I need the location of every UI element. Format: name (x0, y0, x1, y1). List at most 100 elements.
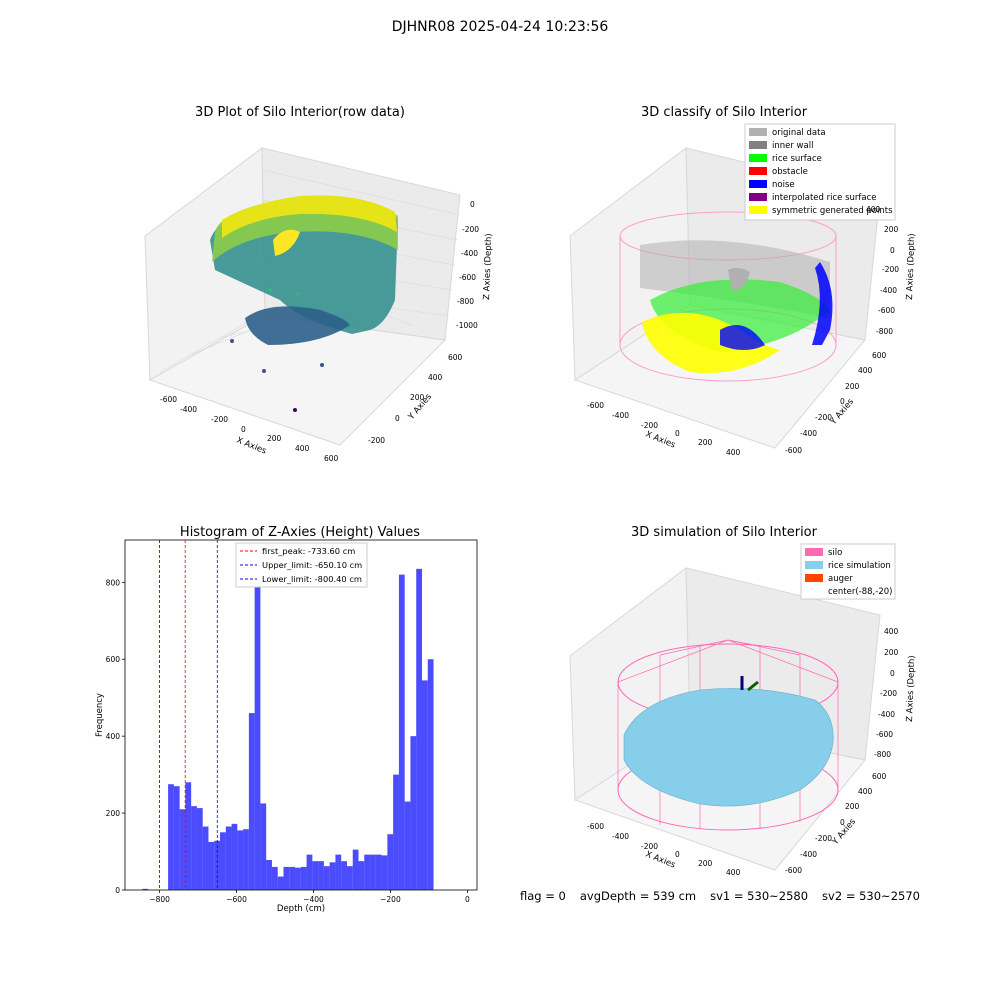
classify-xlabel: X Axies (644, 430, 677, 451)
panel-simulation: 3D simulation of Silo Interior silo rice… (569, 525, 917, 877)
simulation-ytick: -600 (785, 866, 802, 875)
simulation-xtick: 400 (726, 868, 741, 877)
hist-bar (410, 736, 417, 890)
hist-xtick-label: −400 (303, 895, 324, 904)
simulation-xtick: -200 (641, 842, 658, 851)
classify-xtick: 400 (726, 448, 741, 457)
simulation-ztick: -800 (874, 750, 891, 759)
raw-ytick: 400 (428, 373, 443, 382)
hist-bar (381, 855, 388, 890)
panel-histogram: Histogram of Z-Axies (Height) Values −80… (95, 525, 478, 914)
flag-text: flag = 0 (520, 889, 566, 903)
legend-label-center: center(-88,-20) (828, 587, 892, 597)
legend-label-interpolated: interpolated rice surface (772, 193, 877, 203)
status-footer: flag = 0 avgDepth = 539 cm sv1 = 530~2580 s… (520, 889, 934, 903)
legend-swatch-obstacle (749, 167, 767, 175)
hist-bar (277, 876, 284, 890)
raw-xtick: 200 (267, 434, 282, 443)
panel-classify: 3D classify of Silo Interior original da… (569, 105, 917, 457)
hist-bar (335, 854, 342, 890)
simulation-ytick: 400 (858, 787, 873, 796)
legend-label-inner-wall: inner wall (772, 141, 813, 151)
hist-bar (254, 559, 261, 890)
hist-bar (220, 832, 226, 890)
figure-title: DJHNR08 2025-04-24 10:23:56 (392, 19, 609, 35)
auger-blade (747, 680, 759, 692)
raw-title: 3D Plot of Silo Interior(row data) (195, 105, 405, 120)
hist-bar (306, 854, 313, 890)
classify-ytick: 600 (872, 351, 887, 360)
raw-xtick: 600 (324, 454, 339, 463)
legend-swatch-original (749, 128, 767, 136)
legend-label-symmetric: symmetric generated points (772, 206, 893, 216)
simulation-ytick: -200 (815, 834, 832, 843)
simulation-ytick: 0 (840, 818, 845, 827)
raw-axis-ticks: -600 -400 -200 0 200 400 600 -200 0 200 … (160, 200, 479, 463)
classify-xtick: -200 (641, 421, 658, 430)
simulation-legend: silo rice simulation auger center(-88,-2… (800, 543, 896, 600)
simulation-xlabel: X Axies (644, 850, 677, 871)
hist-bar (370, 854, 376, 890)
classify-ytick: 400 (858, 366, 873, 375)
simulation-xtick: 0 (675, 850, 680, 859)
classify-ztick: 400 (866, 205, 881, 214)
legend-first-peak: first_peak: -733.60 cm (262, 546, 355, 556)
hist-title: Histogram of Z-Axies (Height) Values (180, 525, 420, 540)
hist-legend: first_peak: -733.60 cm Upper_limit: -650… (235, 542, 368, 588)
raw-point-cloud (210, 195, 398, 412)
hist-bar (404, 801, 411, 890)
panel-raw: 3D Plot of Silo Interior(row data) -600 … (144, 105, 494, 463)
hist-bar (387, 834, 394, 890)
simulation-xtick: -600 (587, 822, 604, 831)
hist-bar (196, 808, 203, 890)
legend-label-rice: rice simulation (828, 561, 891, 571)
rice-simulation-surface (623, 688, 834, 807)
hist-bar (231, 823, 238, 890)
hist-bar (208, 841, 215, 890)
simulation-zlabel: Z Axies (Depth) (905, 655, 917, 722)
classify-ztick: 0 (890, 246, 895, 255)
hist-bar (300, 866, 307, 890)
hist-ytick-label: 800 (106, 578, 121, 587)
legend-swatch-rice-surface (749, 154, 767, 162)
classify-title: 3D classify of Silo Interior (641, 105, 808, 120)
classify-axis-ticks: -600 -400 -200 0 200 400 -600 -400 -200 … (587, 205, 899, 457)
legend-swatch-auger (805, 574, 823, 582)
hist-bar (318, 861, 324, 890)
classify-zlabel: Z Axies (Depth) (905, 233, 917, 300)
avg-depth-text: avgDepth = 539 cm (579, 889, 697, 903)
simulation-ztick: 400 (884, 627, 899, 636)
simulation-xtick: -400 (612, 832, 629, 841)
classify-ztick: -200 (882, 265, 899, 274)
legend-label-noise: noise (772, 180, 795, 190)
hist-bar (266, 860, 272, 890)
hist-ytick-label: 200 (106, 809, 121, 818)
hist-bar (168, 784, 174, 890)
raw-xtick: 400 (295, 444, 310, 453)
classify-ytick: -400 (800, 429, 817, 438)
raw-ytick: -200 (368, 436, 385, 445)
raw-xtick: -200 (211, 415, 228, 424)
hist-bar (248, 713, 255, 890)
legend-swatch-interpolated (749, 193, 767, 201)
classify-xtick: -600 (587, 401, 604, 410)
simulation-ztick: -400 (878, 710, 895, 719)
hist-bar (352, 849, 359, 890)
hist-yticks: 0 200 400 600 800 (106, 578, 125, 895)
raw-ztick: -800 (457, 297, 474, 306)
hist-bar (260, 803, 267, 890)
hist-bar (289, 866, 296, 890)
hist-bars (142, 559, 434, 890)
hist-ytick-label: 400 (106, 732, 121, 741)
hist-xtick-label: −600 (226, 895, 247, 904)
raw-xtick: -600 (160, 395, 177, 404)
legend-label-rice-surface: rice surface (772, 154, 822, 164)
hist-bar (393, 774, 399, 890)
simulation-ztick: -600 (876, 730, 893, 739)
classify-xtick: -400 (612, 411, 629, 420)
hist-bar (416, 568, 422, 890)
hist-xtick-label: −200 (380, 895, 401, 904)
hist-bar (295, 867, 301, 890)
simulation-ztick: -200 (880, 689, 897, 698)
hist-bar (142, 888, 149, 890)
